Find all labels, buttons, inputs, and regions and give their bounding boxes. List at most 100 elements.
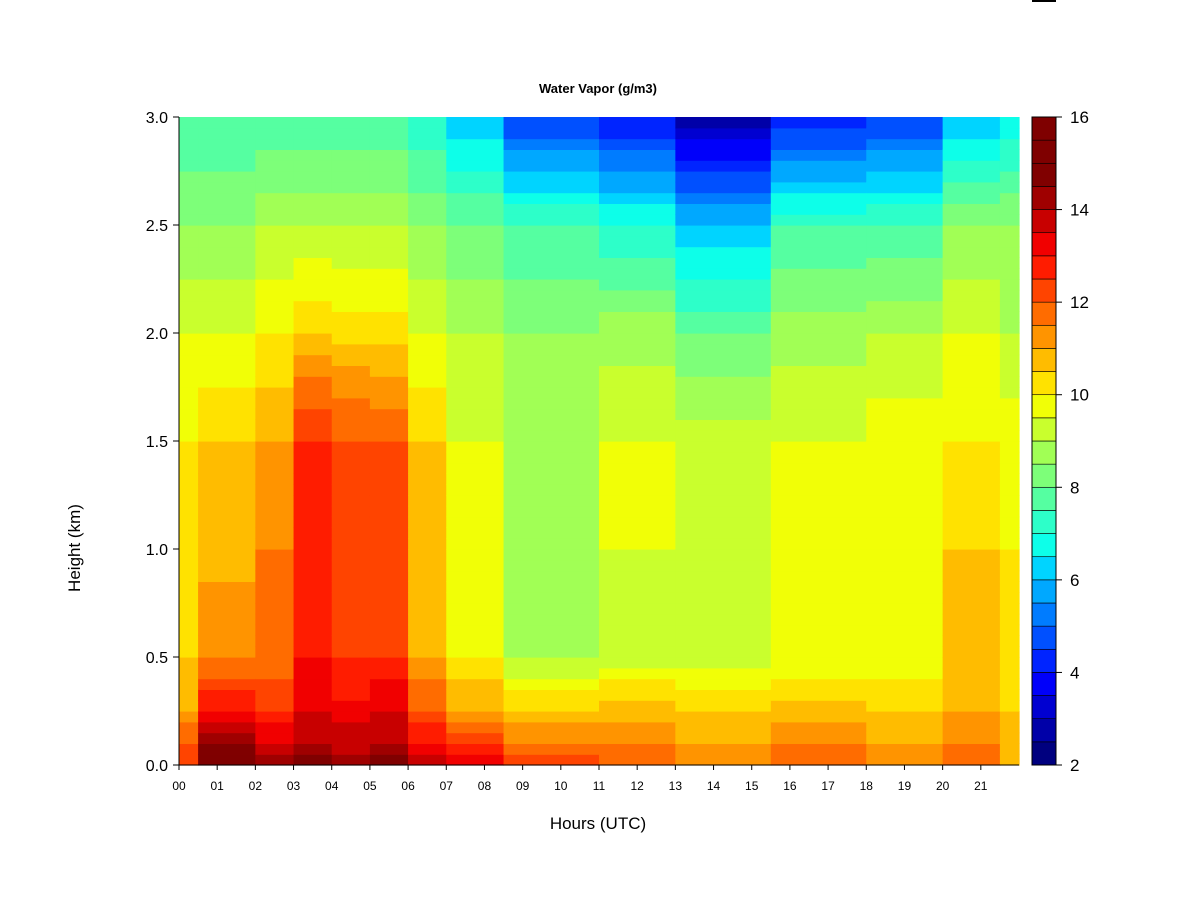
heatmap-cell <box>599 192 676 204</box>
heatmap-cell <box>179 127 199 140</box>
heatmap-cell <box>503 613 600 626</box>
heatmap-cell <box>503 592 600 604</box>
heatmap-cell <box>999 635 1020 647</box>
heatmap-cell <box>255 495 295 507</box>
heatmap-cell <box>866 462 944 474</box>
heatmap-cell <box>255 333 295 345</box>
y-tick-label: 1.5 <box>146 434 168 451</box>
heatmap-cell <box>942 408 1001 420</box>
heatmap-cell <box>255 516 295 528</box>
heatmap-cell <box>446 397 505 410</box>
heatmap-cell <box>599 138 676 150</box>
heatmap-cell <box>770 333 867 345</box>
heatmap-cell <box>866 300 944 312</box>
heatmap-cell <box>369 549 409 561</box>
heatmap-cell <box>446 603 505 615</box>
heatmap-cell <box>999 441 1020 453</box>
heatmap-cell <box>999 235 1020 248</box>
heatmap-cell <box>408 559 447 572</box>
heatmap-cell <box>999 343 1020 356</box>
heatmap-cell <box>675 678 772 690</box>
colorbar-band <box>1031 579 1057 604</box>
heatmap-cell <box>446 300 505 312</box>
heatmap-cell <box>599 246 676 258</box>
heatmap-cell <box>866 387 944 399</box>
heatmap-cell <box>255 289 295 302</box>
heatmap-cell <box>408 311 447 323</box>
heatmap-cell <box>866 354 944 366</box>
heatmap-cell <box>503 743 600 755</box>
heatmap-cell <box>866 581 944 593</box>
heatmap-cell <box>770 559 867 572</box>
heatmap-cell <box>599 171 676 183</box>
heatmap-cell <box>369 613 409 626</box>
heatmap-cell <box>198 484 256 496</box>
heatmap-cell <box>408 754 447 766</box>
heatmap-cell <box>369 689 409 701</box>
heatmap-cell <box>369 603 409 615</box>
heatmap-cell <box>198 354 256 366</box>
x-tick-label: 12 <box>631 779 645 793</box>
heatmap-cell <box>503 235 600 248</box>
heatmap-cell <box>179 397 199 410</box>
heatmap-cell <box>369 354 409 366</box>
heatmap-cell <box>198 419 256 431</box>
heatmap-cell <box>255 408 295 420</box>
heatmap-cell <box>293 387 333 399</box>
heatmap-cell <box>179 268 199 280</box>
heatmap-cell <box>198 387 256 399</box>
heatmap-cell <box>293 300 333 312</box>
heatmap-cell <box>942 527 1001 539</box>
heatmap-cell <box>255 581 295 593</box>
heatmap-cell <box>179 430 199 442</box>
heatmap-cell <box>999 138 1020 150</box>
heatmap-cell <box>446 365 505 377</box>
heatmap-cell <box>770 613 867 626</box>
heatmap-cell <box>866 657 944 669</box>
heatmap-cell <box>503 127 600 140</box>
heatmap-cell <box>198 516 256 528</box>
colorbar-band <box>1031 209 1057 234</box>
heatmap-cell <box>408 117 447 129</box>
heatmap-cell <box>408 603 447 615</box>
heatmap-cell <box>942 732 1001 744</box>
heatmap-cell <box>675 603 772 615</box>
heatmap-cell <box>999 527 1020 539</box>
heatmap-cell <box>198 333 256 345</box>
heatmap-cell <box>179 300 199 312</box>
heatmap-cell <box>503 430 600 442</box>
heatmap-cell <box>599 387 676 399</box>
heatmap-cell <box>942 214 1001 226</box>
heatmap-cell <box>599 333 676 345</box>
heatmap-cell <box>369 289 409 302</box>
heatmap-cell <box>675 354 772 366</box>
heatmap-cell <box>255 700 295 712</box>
heatmap-cell <box>255 117 295 129</box>
heatmap-cell <box>408 581 447 593</box>
heatmap-cell <box>198 246 256 258</box>
heatmap-cell <box>599 279 676 291</box>
heatmap-cell <box>293 322 333 334</box>
heatmap-cell <box>293 732 333 744</box>
heatmap-cell <box>198 549 256 561</box>
heatmap-cell <box>369 279 409 291</box>
heatmap-cell <box>331 462 371 474</box>
heatmap-cell <box>942 689 1001 701</box>
heatmap-cell <box>599 117 676 129</box>
heatmap-cell <box>675 549 772 561</box>
heatmap-cell <box>408 322 447 334</box>
heatmap-cell <box>675 365 772 377</box>
heatmap-cell <box>198 181 256 194</box>
heatmap-cell <box>866 549 944 561</box>
heatmap-cell <box>675 624 772 636</box>
heatmap-cell <box>408 700 447 712</box>
heatmap-cell <box>331 235 371 248</box>
heatmap-cell <box>503 343 600 356</box>
heatmap-cell <box>293 505 333 518</box>
heatmap-cell <box>999 171 1020 183</box>
heatmap-cell <box>770 257 867 269</box>
heatmap-cell <box>446 149 505 161</box>
heatmap-cell <box>599 354 676 366</box>
heatmap-cell <box>599 214 676 226</box>
